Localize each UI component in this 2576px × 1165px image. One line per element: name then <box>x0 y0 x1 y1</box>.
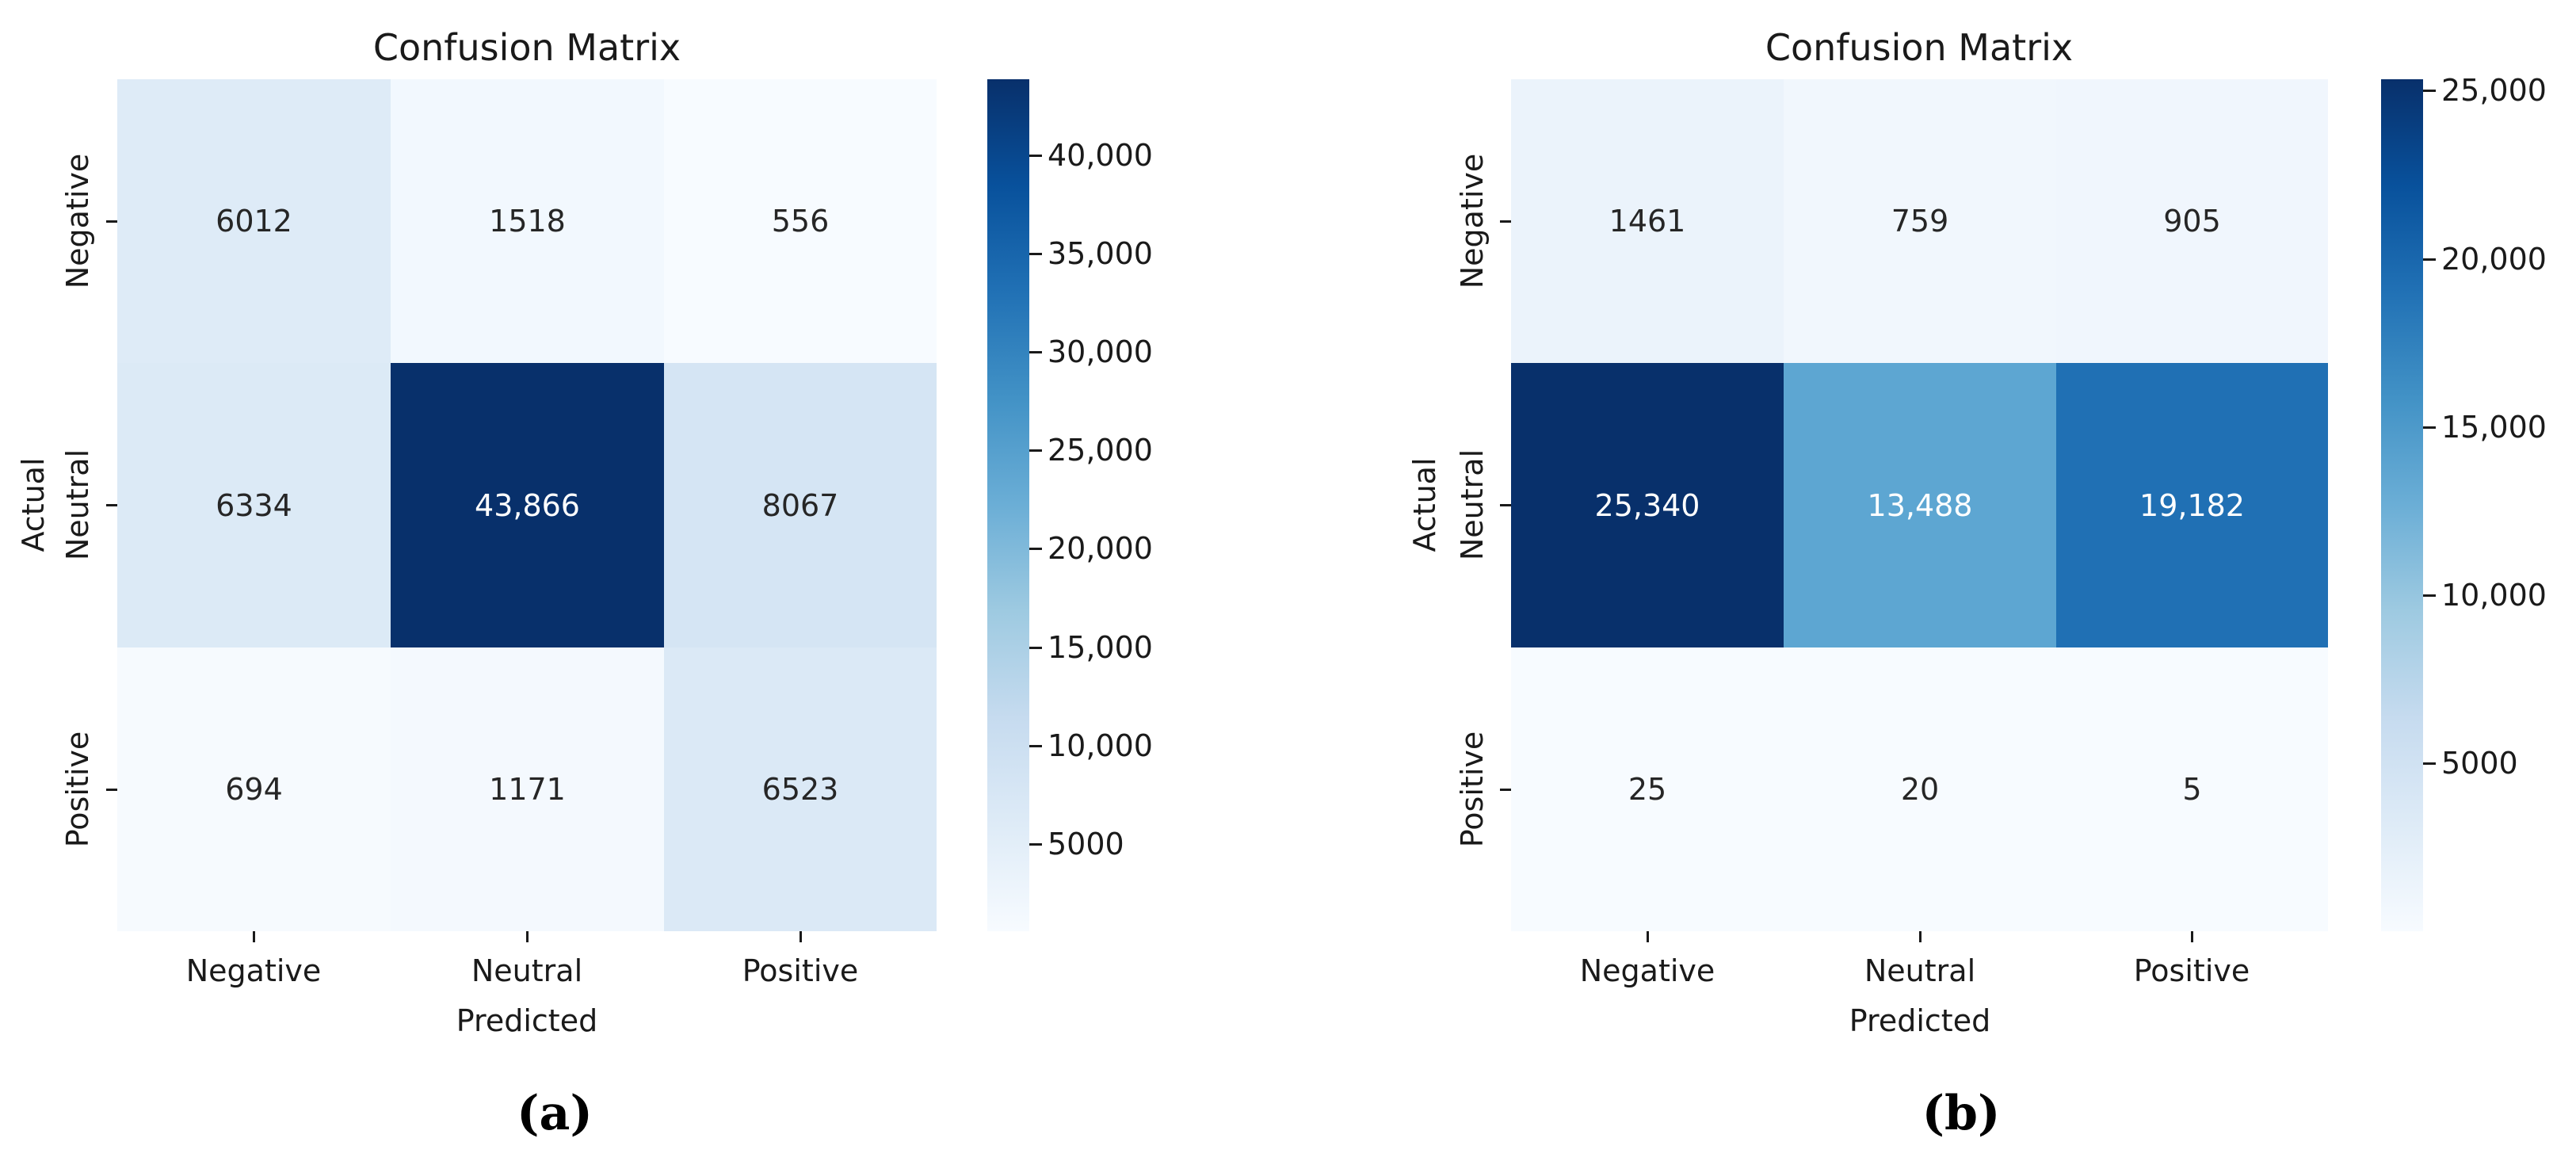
panel-label-a: (a) <box>517 1086 593 1141</box>
chart-title-b: Confusion Matrix <box>1765 26 2074 69</box>
panel-label-b: (b) <box>1922 1086 2001 1141</box>
cell-a-r0c1: 1518 <box>391 79 664 363</box>
y-tick-mark <box>106 789 117 791</box>
cell-a-r2c1: 1171 <box>391 647 664 931</box>
cell-b-r0c2: 905 <box>2056 79 2328 363</box>
x-ticklabel-b-neutral: Neutral <box>1864 953 1976 988</box>
colorbar-ticklabel: 30,000 <box>1048 334 1153 369</box>
x-tick-mark <box>1647 931 1649 942</box>
colorbar-ticklabel: 10,000 <box>2441 578 2547 613</box>
cell-b-r1c0: 25,340 <box>1511 363 1784 647</box>
x-axis-label-a: Predicted <box>456 1003 598 1038</box>
colorbar-b <box>2381 79 2423 931</box>
y-ticklabel-b-negative: Negative <box>1455 153 1490 289</box>
x-axis-label-b: Predicted <box>1849 1003 1991 1038</box>
colorbar-ticklabel: 20,000 <box>2441 242 2547 277</box>
colorbar-ticklabel: 20,000 <box>1048 531 1153 566</box>
colorbar-ticklabel: 5000 <box>2441 746 2518 781</box>
colorbar-tick-mark <box>1029 449 1042 452</box>
y-ticklabel-a-negative: Negative <box>60 153 95 289</box>
y-tick-mark <box>1500 789 1511 791</box>
colorbar-tick-mark <box>1029 745 1042 747</box>
colorbar-tick-mark <box>1029 548 1042 550</box>
colorbar-ticklabel: 40,000 <box>1048 138 1153 173</box>
colorbar-ticklabel: 15,000 <box>2441 410 2547 445</box>
x-ticklabel-a-neutral: Neutral <box>471 953 583 988</box>
x-tick-mark <box>526 931 529 942</box>
colorbar-tick-mark <box>2423 594 2436 597</box>
colorbar-ticklabel: 15,000 <box>1048 630 1153 665</box>
cell-a-r1c0: 6334 <box>117 363 391 647</box>
cell-a-r2c0: 694 <box>117 647 391 931</box>
cell-b-r0c1: 759 <box>1784 79 2056 363</box>
colorbar-tick-mark <box>1029 647 1042 649</box>
y-tick-mark <box>106 220 117 223</box>
cell-a-r1c1: 43,866 <box>391 363 664 647</box>
colorbar-tick-mark <box>1029 351 1042 353</box>
x-ticklabel-b-negative: Negative <box>1579 953 1715 988</box>
cell-b-r1c2: 19,182 <box>2056 363 2328 647</box>
colorbar-ticklabel: 5000 <box>1048 827 1124 861</box>
cell-b-r0c0: 1461 <box>1511 79 1784 363</box>
y-tick-mark <box>106 504 117 506</box>
colorbar-tick-mark <box>2423 426 2436 429</box>
x-ticklabel-a-positive: Positive <box>742 953 859 988</box>
x-tick-mark <box>1919 931 1922 942</box>
x-ticklabel-b-positive: Positive <box>2133 953 2250 988</box>
colorbar-a <box>987 79 1029 931</box>
cell-a-r2c2: 6523 <box>664 647 937 931</box>
y-ticklabel-b-neutral: Neutral <box>1455 449 1490 561</box>
x-tick-mark <box>2191 931 2193 942</box>
colorbar-tick-mark <box>2423 90 2436 92</box>
y-axis-label-a: Actual <box>16 457 51 552</box>
colorbar-ticklabel: 10,000 <box>1048 728 1153 763</box>
cell-b-r2c1: 20 <box>1784 647 2056 931</box>
colorbar-ticklabel: 35,000 <box>1048 236 1153 271</box>
colorbar-tick-mark <box>1029 843 1042 846</box>
colorbar-ticklabel: 25,000 <box>2441 73 2547 108</box>
cell-b-r2c2: 5 <box>2056 647 2328 931</box>
y-ticklabel-b-positive: Positive <box>1455 731 1490 848</box>
cell-a-r0c0: 6012 <box>117 79 391 363</box>
colorbar-tick-mark <box>1029 155 1042 157</box>
x-ticklabel-a-negative: Negative <box>185 953 322 988</box>
y-ticklabel-a-positive: Positive <box>60 731 95 848</box>
cell-b-r1c1: 13,488 <box>1784 363 2056 647</box>
colorbar-ticklabel: 25,000 <box>1048 433 1153 468</box>
colorbar-tick-mark <box>2423 762 2436 765</box>
chart-title-a: Confusion Matrix <box>372 26 681 69</box>
y-axis-label-b: Actual <box>1407 457 1442 552</box>
cell-b-r2c0: 25 <box>1511 647 1784 931</box>
x-tick-mark <box>800 931 802 942</box>
cell-a-r1c2: 8067 <box>664 363 937 647</box>
colorbar-tick-mark <box>1029 253 1042 255</box>
y-tick-mark <box>1500 220 1511 223</box>
colorbar-tick-mark <box>2423 258 2436 261</box>
x-tick-mark <box>253 931 255 942</box>
y-tick-mark <box>1500 504 1511 506</box>
cell-a-r0c2: 556 <box>664 79 937 363</box>
y-ticklabel-a-neutral: Neutral <box>60 449 95 561</box>
